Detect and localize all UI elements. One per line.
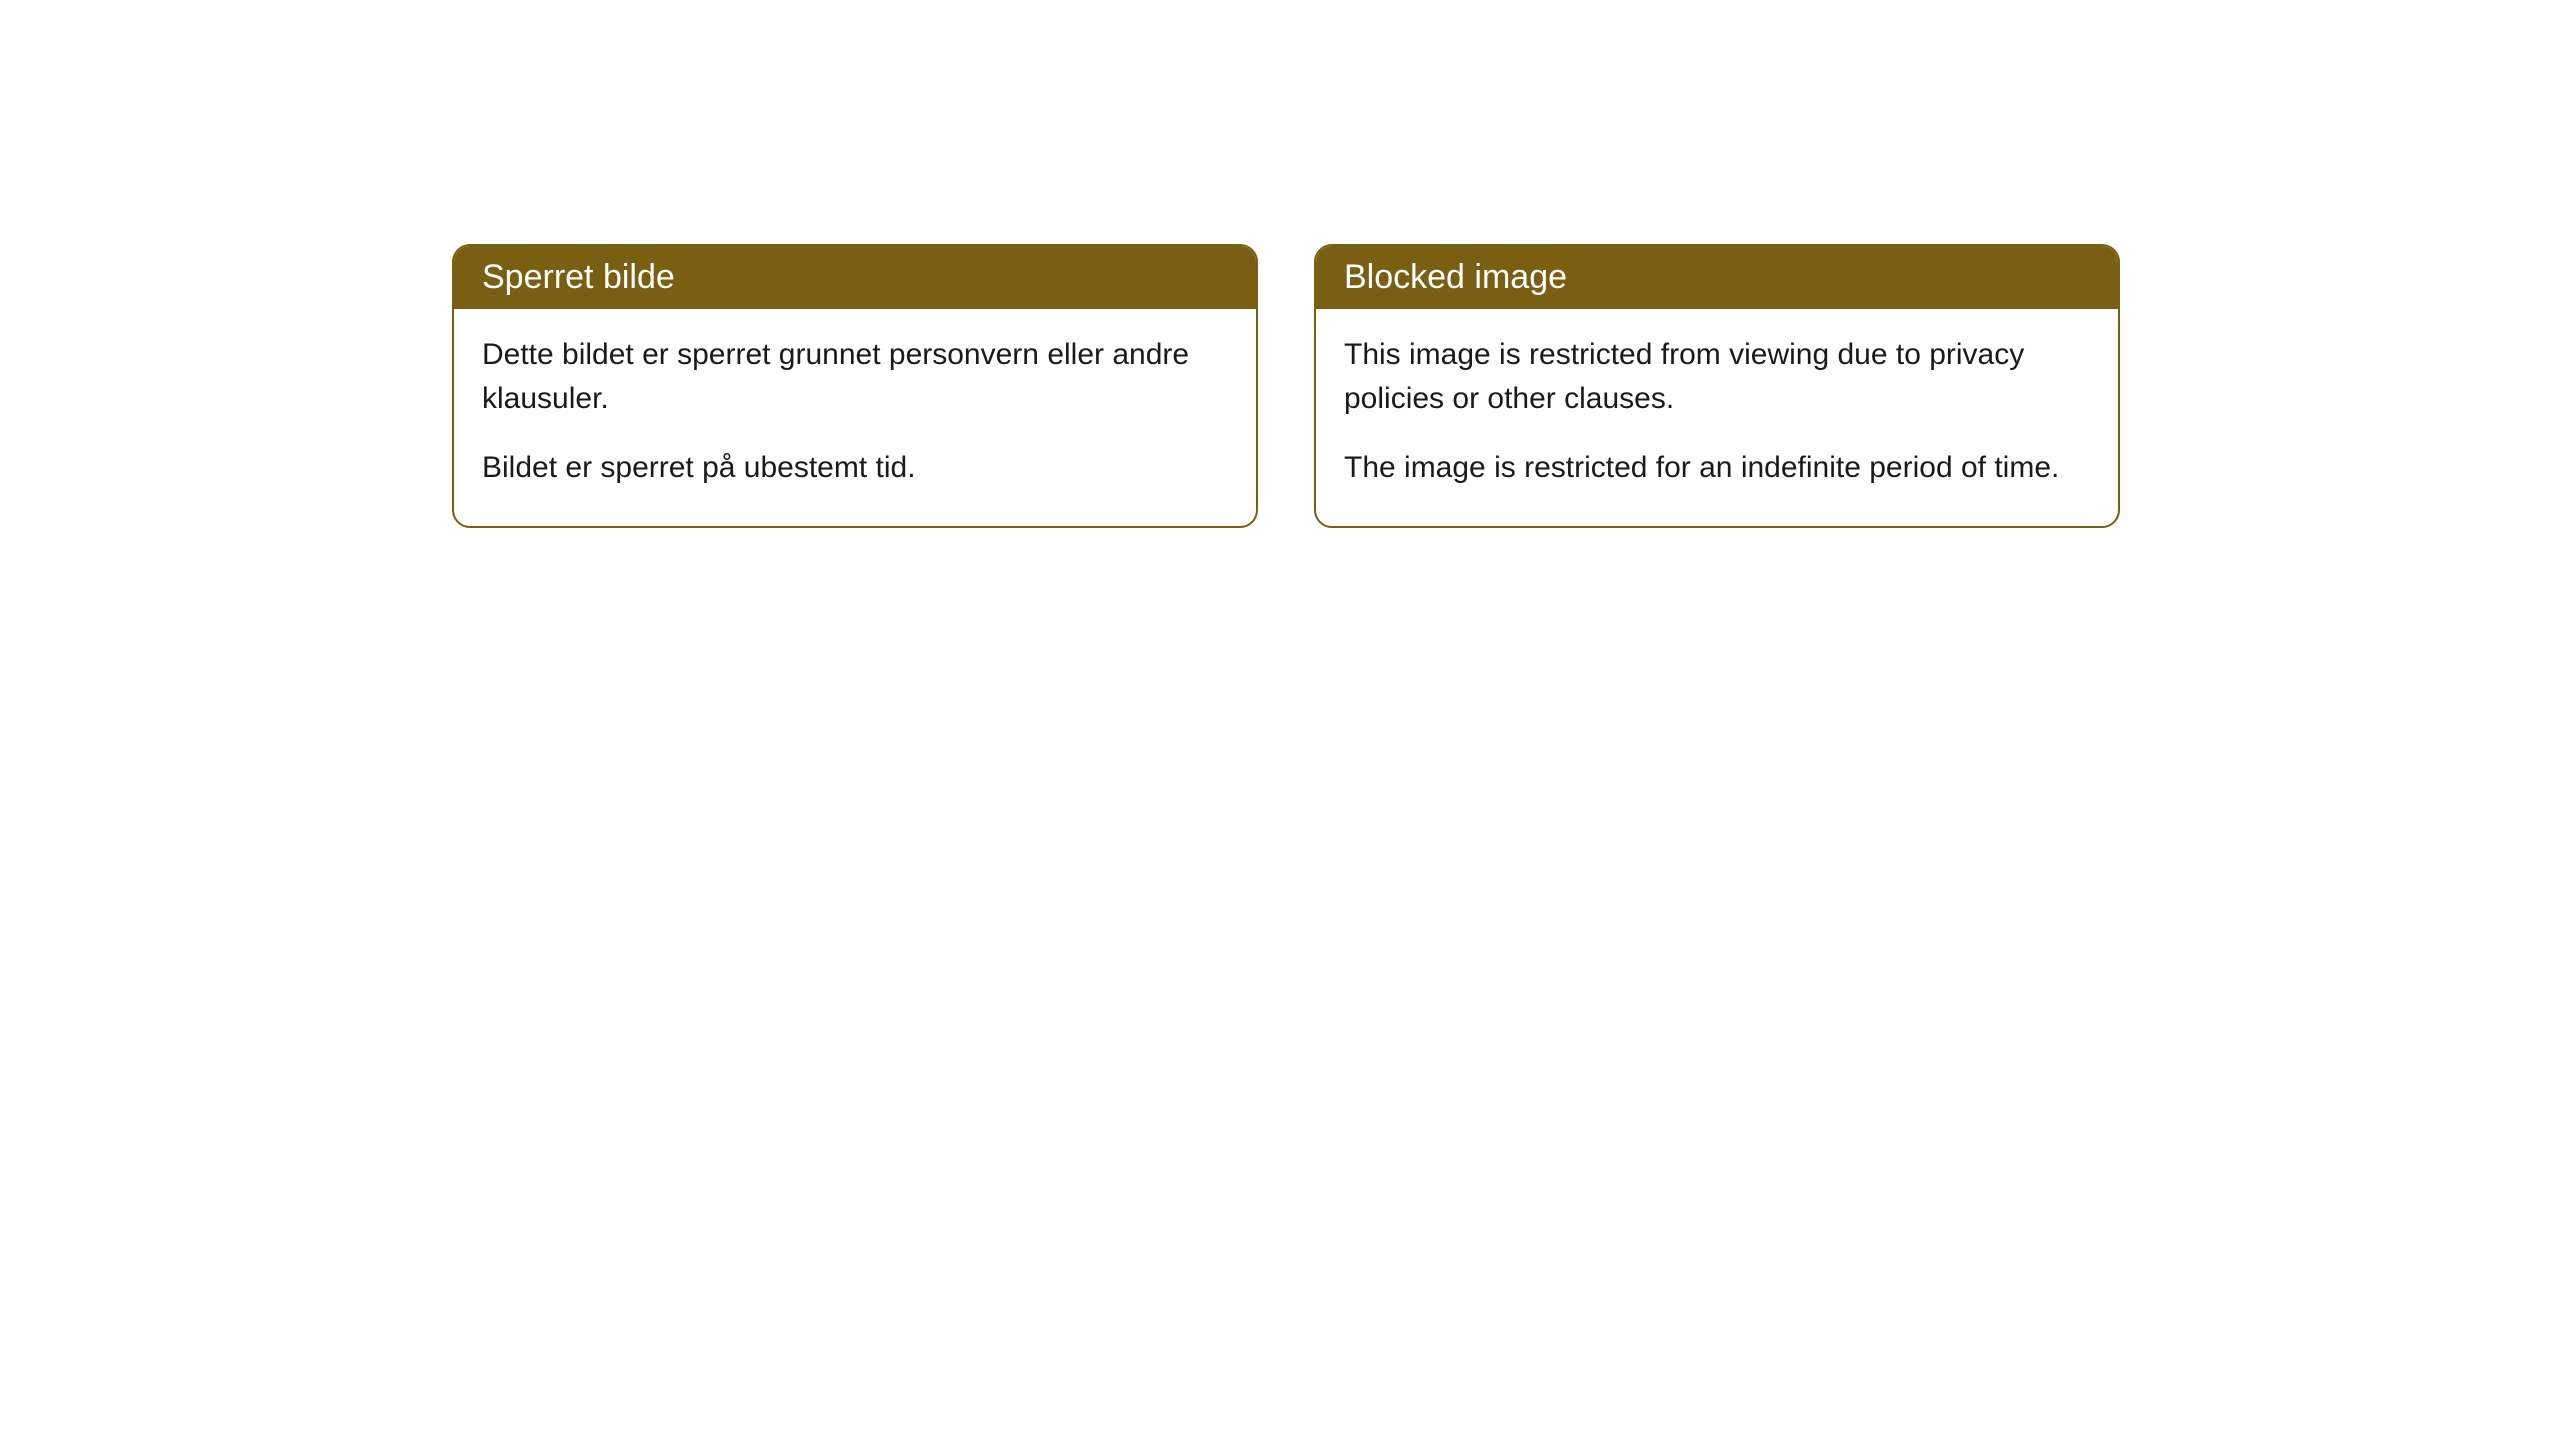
card-title: Blocked image [1344,258,1567,296]
notice-card-english: Blocked image This image is restricted f… [1314,244,2120,528]
card-paragraph: This image is restricted from viewing du… [1344,333,2090,420]
notice-card-norwegian: Sperret bilde Dette bildet er sperret gr… [452,244,1258,528]
notice-cards-container: Sperret bilde Dette bildet er sperret gr… [452,244,2120,528]
card-header-norwegian: Sperret bilde [454,246,1256,309]
card-header-english: Blocked image [1316,246,2118,309]
card-paragraph: Dette bildet er sperret grunnet personve… [482,333,1228,420]
card-title: Sperret bilde [482,258,675,296]
card-paragraph: The image is restricted for an indefinit… [1344,446,2090,490]
card-body-norwegian: Dette bildet er sperret grunnet personve… [454,309,1256,526]
card-paragraph: Bildet er sperret på ubestemt tid. [482,446,1228,490]
card-body-english: This image is restricted from viewing du… [1316,309,2118,526]
